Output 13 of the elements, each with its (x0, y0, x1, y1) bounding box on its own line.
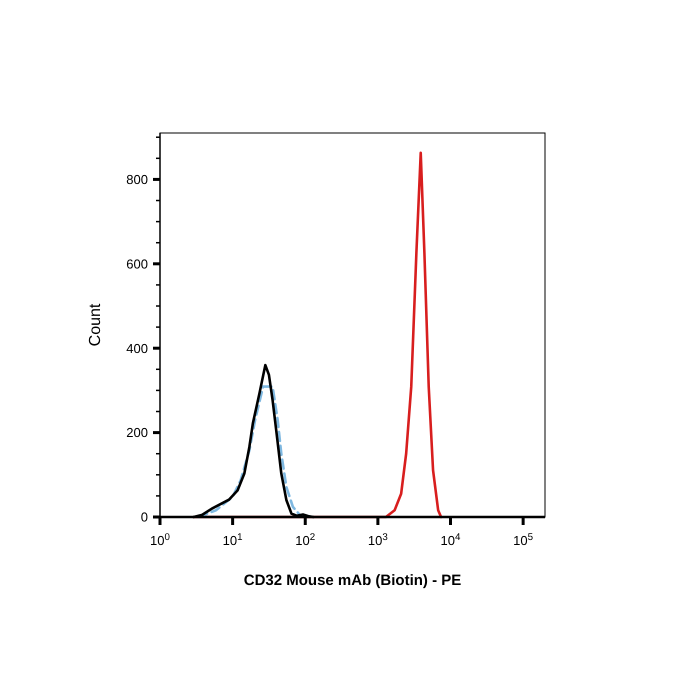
x-tick-label: 10$^{0}$ (150, 532, 171, 548)
x-tick-label: 10$^{3}$ (368, 532, 388, 548)
x-tick-label: 10$^{5}$ (513, 532, 534, 548)
x-tick-label: 10$^{2}$ (295, 532, 316, 548)
y-tick-label: 800 (126, 172, 148, 187)
x-tick-label: 10$^{1}$ (222, 532, 243, 548)
y-tick-label: 200 (126, 425, 148, 440)
y-tick-label: 600 (126, 256, 148, 272)
x-axis-title: CD32 Mouse mAb (Biotin) - PE (244, 572, 462, 589)
y-tick-label: 400 (126, 340, 148, 356)
y-tick-label: 0 (140, 510, 148, 525)
x-tick-label: 10$^{4}$ (440, 532, 462, 548)
y-axis-title: Count (87, 303, 104, 346)
